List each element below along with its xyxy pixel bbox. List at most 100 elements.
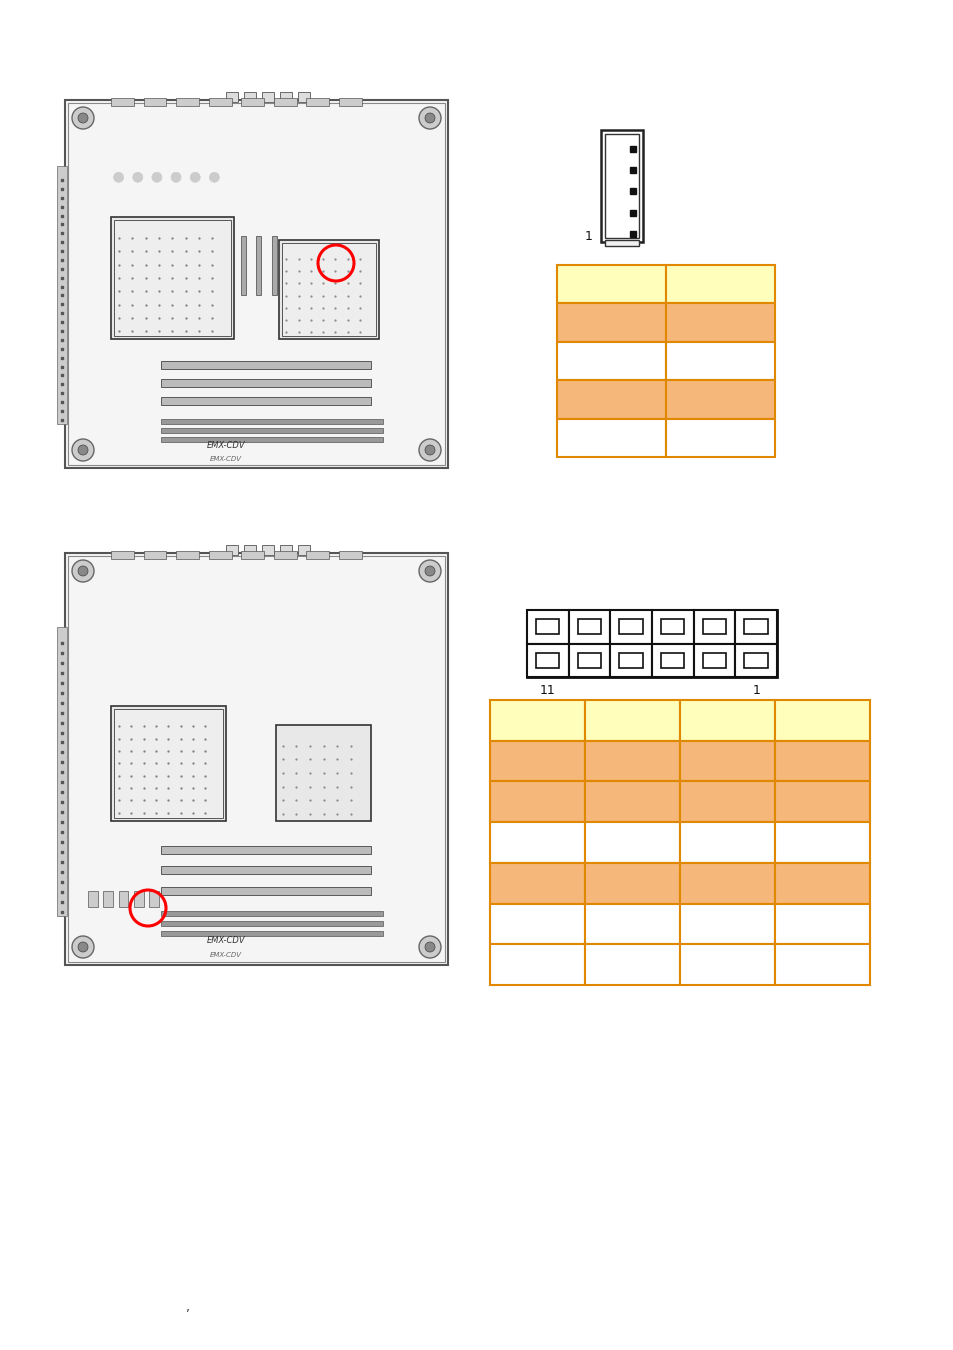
- Circle shape: [78, 566, 88, 576]
- Bar: [526, 610, 568, 644]
- Circle shape: [78, 113, 88, 123]
- Circle shape: [71, 107, 94, 130]
- Circle shape: [209, 173, 219, 182]
- Bar: [526, 610, 776, 676]
- Bar: [244, 92, 255, 103]
- Bar: [306, 99, 329, 107]
- Circle shape: [152, 173, 162, 182]
- Bar: [557, 342, 665, 381]
- Bar: [490, 741, 584, 782]
- Text: EMX-CDV: EMX-CDV: [210, 456, 242, 462]
- Bar: [600, 130, 642, 242]
- Bar: [774, 863, 869, 903]
- Bar: [490, 944, 584, 986]
- Bar: [618, 620, 642, 634]
- Bar: [143, 551, 167, 559]
- Text: 1: 1: [584, 230, 593, 243]
- Bar: [604, 134, 639, 238]
- Bar: [490, 863, 584, 903]
- Bar: [261, 92, 274, 103]
- Bar: [256, 236, 261, 296]
- Bar: [557, 265, 665, 304]
- Text: ,: ,: [186, 1301, 190, 1315]
- Bar: [272, 236, 276, 296]
- Bar: [665, 418, 774, 458]
- Bar: [702, 652, 725, 668]
- Bar: [665, 381, 774, 418]
- Bar: [490, 903, 584, 944]
- Bar: [261, 545, 274, 555]
- Bar: [176, 99, 199, 107]
- Bar: [68, 103, 444, 464]
- Circle shape: [418, 439, 440, 460]
- Bar: [490, 701, 584, 741]
- Bar: [297, 92, 310, 103]
- Text: 1: 1: [752, 683, 760, 697]
- Bar: [226, 92, 237, 103]
- Bar: [618, 652, 642, 668]
- Bar: [536, 652, 558, 668]
- Bar: [297, 545, 310, 555]
- Bar: [133, 891, 143, 907]
- Bar: [584, 903, 679, 944]
- Bar: [161, 910, 382, 915]
- Bar: [244, 545, 255, 555]
- Bar: [584, 701, 679, 741]
- Bar: [118, 891, 128, 907]
- Bar: [665, 265, 774, 304]
- Bar: [143, 99, 167, 107]
- Bar: [57, 628, 67, 915]
- Bar: [209, 99, 232, 107]
- Bar: [282, 243, 375, 336]
- Bar: [774, 701, 869, 741]
- Text: EMX-CDV: EMX-CDV: [207, 441, 245, 451]
- Bar: [241, 236, 246, 296]
- Bar: [113, 220, 231, 336]
- Bar: [279, 239, 378, 339]
- Bar: [161, 379, 371, 387]
- Bar: [651, 644, 693, 676]
- Bar: [665, 342, 774, 381]
- Bar: [113, 709, 223, 818]
- Bar: [161, 360, 371, 369]
- Bar: [679, 944, 774, 986]
- Circle shape: [171, 173, 181, 182]
- Circle shape: [424, 446, 435, 455]
- Bar: [241, 99, 264, 107]
- Circle shape: [418, 107, 440, 130]
- Bar: [57, 166, 67, 424]
- Bar: [774, 944, 869, 986]
- Text: EMX-CDV: EMX-CDV: [210, 952, 242, 957]
- Circle shape: [424, 942, 435, 952]
- Bar: [111, 551, 133, 559]
- Bar: [536, 620, 558, 634]
- Circle shape: [190, 173, 200, 182]
- Bar: [274, 551, 296, 559]
- Circle shape: [418, 936, 440, 958]
- Bar: [774, 822, 869, 863]
- Bar: [610, 610, 651, 644]
- Bar: [557, 304, 665, 342]
- Bar: [68, 556, 444, 963]
- Circle shape: [78, 942, 88, 952]
- Bar: [774, 782, 869, 822]
- Bar: [743, 620, 767, 634]
- Bar: [651, 610, 693, 644]
- Bar: [111, 99, 133, 107]
- Bar: [209, 551, 232, 559]
- Bar: [679, 701, 774, 741]
- Bar: [149, 891, 158, 907]
- Bar: [660, 652, 684, 668]
- Bar: [735, 610, 776, 644]
- Bar: [275, 725, 371, 821]
- Bar: [161, 428, 382, 433]
- Bar: [226, 545, 237, 555]
- Bar: [774, 741, 869, 782]
- Bar: [568, 644, 610, 676]
- Bar: [65, 554, 448, 965]
- Bar: [161, 845, 371, 853]
- Bar: [774, 903, 869, 944]
- Bar: [161, 921, 382, 926]
- Bar: [578, 652, 600, 668]
- Bar: [604, 240, 639, 246]
